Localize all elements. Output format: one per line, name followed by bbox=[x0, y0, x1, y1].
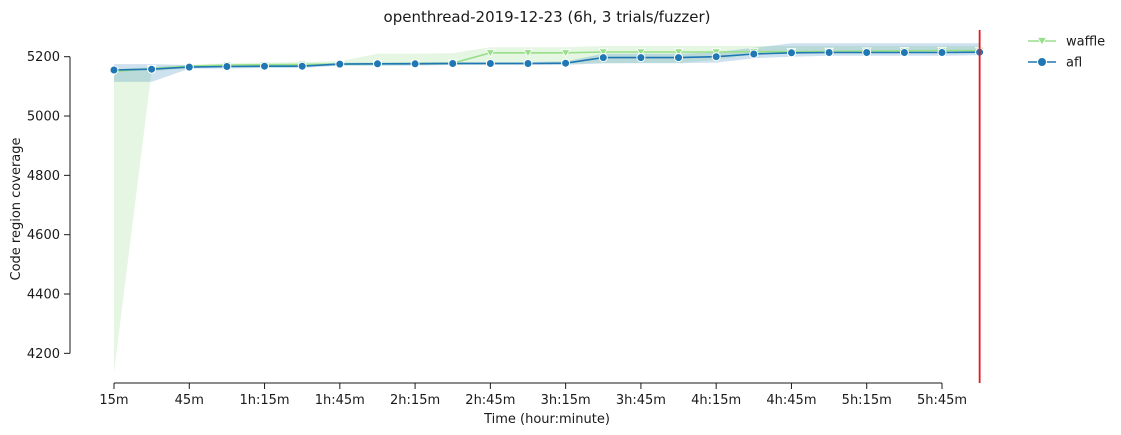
afl-point bbox=[598, 53, 608, 63]
waffle-point bbox=[523, 49, 533, 58]
legend-marker bbox=[1037, 57, 1047, 67]
waffle-point bbox=[598, 48, 609, 57]
x-tick-label: 5h:15m bbox=[842, 393, 892, 408]
x-axis-label: Time (hour:minute) bbox=[483, 412, 610, 427]
x-tick-label: 2h:45m bbox=[465, 393, 515, 408]
y-tick-label: 4600 bbox=[27, 228, 60, 243]
waffle-band bbox=[114, 46, 980, 373]
afl-point bbox=[523, 59, 533, 68]
x-tick-label: 15m bbox=[99, 393, 128, 408]
y-tick-label: 5000 bbox=[27, 110, 60, 125]
y-axis: 4200 4400 4600 4800 5000 5200 bbox=[27, 50, 71, 362]
legend-label: waffle bbox=[1066, 35, 1105, 50]
afl-point bbox=[749, 49, 759, 59]
confidence-bands bbox=[114, 43, 980, 373]
afl-point bbox=[222, 62, 232, 71]
x-tick-label: 2h:15m bbox=[390, 393, 440, 408]
afl-point bbox=[410, 59, 420, 69]
afl-point bbox=[184, 62, 194, 72]
afl-point bbox=[862, 48, 872, 57]
afl-point bbox=[674, 53, 683, 63]
afl-point bbox=[711, 52, 721, 62]
waffle-point bbox=[673, 48, 684, 57]
y-axis-label: Code region coverage bbox=[9, 137, 24, 280]
afl-point bbox=[109, 65, 119, 75]
afl-point bbox=[899, 48, 909, 57]
waffle-point bbox=[485, 49, 496, 58]
legend-label: afl bbox=[1066, 56, 1082, 71]
y-tick-label: 4400 bbox=[27, 288, 60, 303]
afl-point bbox=[485, 59, 495, 68]
afl-point bbox=[787, 48, 796, 58]
chart-title: openthread-2019-12-23 (6h, 3 trials/fuzz… bbox=[384, 8, 711, 26]
x-tick-label: 1h:45m bbox=[315, 393, 365, 408]
x-axis: 15m 45m 1h:15m 1h:45m 2h:15m 2h:45m 3h:15m 3h:4… bbox=[99, 382, 967, 408]
afl-line bbox=[113, 51, 980, 71]
y-tick-label: 4200 bbox=[27, 347, 60, 362]
afl-point bbox=[147, 64, 157, 74]
afl-point bbox=[937, 48, 947, 57]
waffle-point bbox=[635, 48, 646, 57]
legend-marker bbox=[1036, 37, 1048, 46]
x-tick-label: 5h:45m bbox=[917, 393, 967, 408]
series-lines bbox=[113, 49, 980, 73]
waffle-point bbox=[560, 49, 571, 58]
series-markers bbox=[109, 46, 985, 77]
x-tick-label: 45m bbox=[175, 393, 204, 408]
afl-point bbox=[373, 59, 382, 69]
y-tick-label: 4800 bbox=[27, 169, 60, 184]
afl-point bbox=[636, 53, 646, 63]
x-tick-label: 3h:45m bbox=[616, 393, 666, 408]
afl-point bbox=[448, 59, 458, 68]
afl-point bbox=[561, 58, 571, 68]
afl-point bbox=[260, 61, 269, 71]
legend-entry-waffle: waffle bbox=[1028, 35, 1105, 50]
y-tick-label: 5200 bbox=[27, 50, 60, 65]
x-tick-label: 4h:45m bbox=[766, 393, 816, 408]
afl-point bbox=[824, 48, 834, 57]
afl-point bbox=[335, 59, 345, 69]
x-tick-label: 1h:15m bbox=[239, 393, 289, 408]
x-tick-label: 3h:15m bbox=[541, 393, 591, 408]
legend: waffle afl bbox=[1028, 35, 1105, 71]
waffle-line bbox=[113, 49, 980, 73]
afl-point bbox=[297, 61, 307, 71]
legend-entry-afl: afl bbox=[1028, 56, 1082, 71]
x-tick-label: 4h:15m bbox=[691, 393, 741, 408]
